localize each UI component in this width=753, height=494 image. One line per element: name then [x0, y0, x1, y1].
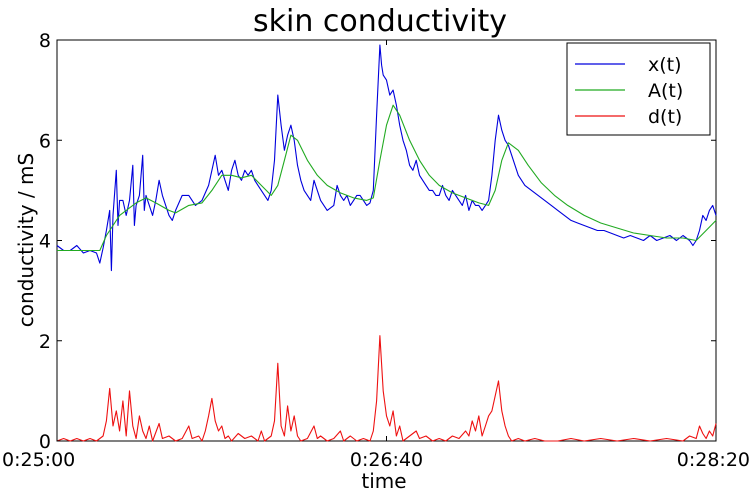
- series-line-2: [56, 335, 717, 442]
- plot-area: 0 2 4 6 8 0:25:00 0:26:40 0:28:20: [2, 30, 750, 471]
- x-tick-label: 0:26:40: [350, 449, 423, 471]
- legend-label-1: A(t): [648, 80, 683, 102]
- x-axis-label: time: [361, 469, 406, 493]
- legend-box: [566, 42, 711, 136]
- series-line-0: [56, 44, 717, 272]
- y-tick-label: 6: [39, 130, 51, 152]
- series-line-1: [57, 104, 717, 252]
- y-tick-label: 8: [39, 30, 51, 52]
- y-tick-label: 4: [39, 231, 51, 253]
- legend-label-2: d(t): [648, 106, 682, 128]
- y-axis-label: conductivity / mS: [14, 153, 38, 327]
- legend: x(t) A(t) d(t): [566, 42, 711, 136]
- tick-layer: 0 2 4 6 8 0:25:00 0:26:40 0:28:20: [2, 30, 750, 471]
- x-tick-label: 0:25:00: [2, 449, 75, 471]
- legend-label-0: x(t): [648, 54, 682, 76]
- chart-title: skin conductivity: [253, 4, 507, 39]
- y-tick-label: 2: [39, 331, 51, 353]
- y-tick-label: 0: [39, 431, 51, 453]
- series-layer: [56, 44, 717, 442]
- x-tick-label: 0:28:20: [677, 449, 750, 471]
